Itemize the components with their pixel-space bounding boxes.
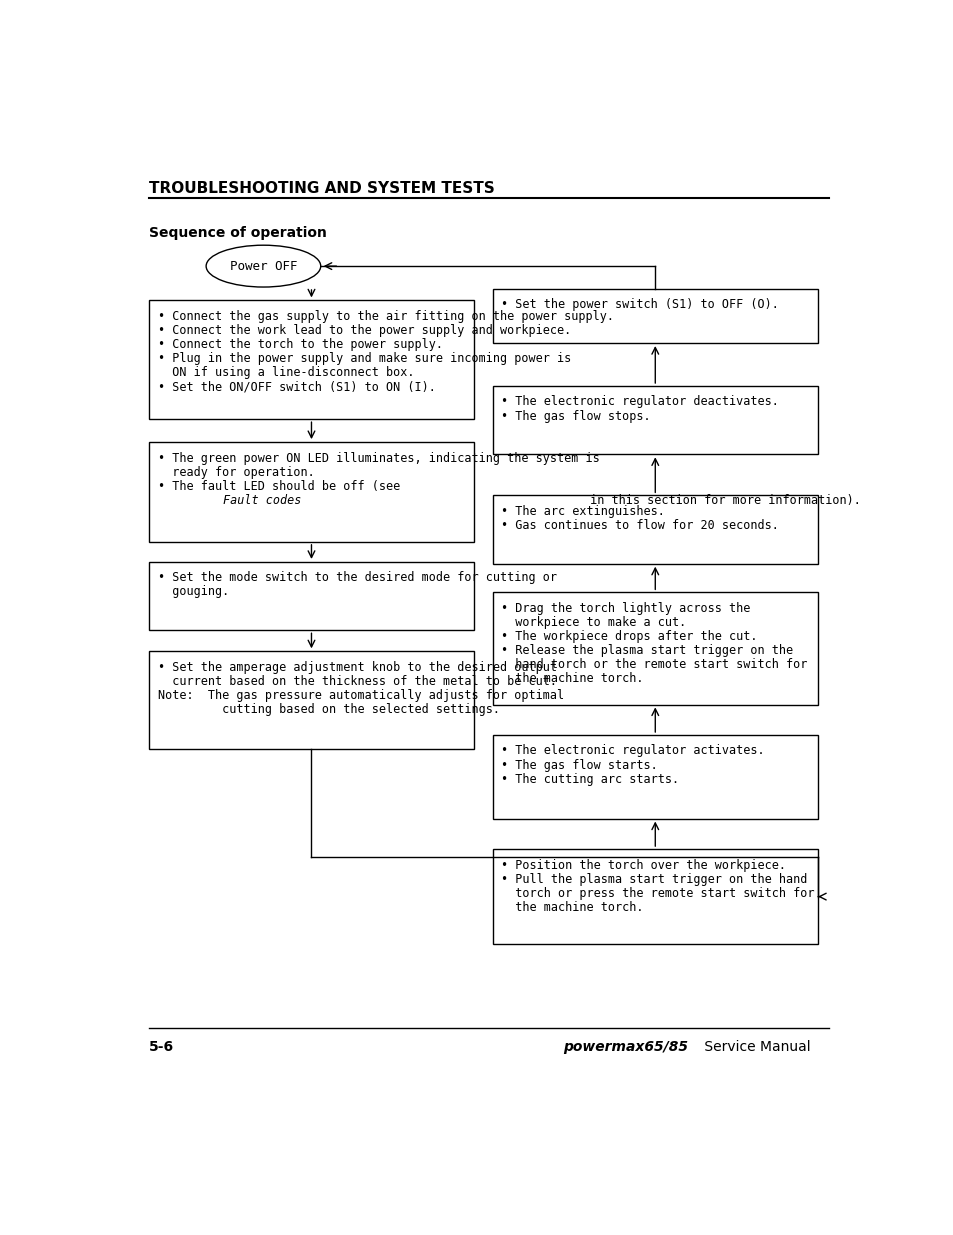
Text: Service Manual: Service Manual <box>699 1040 809 1055</box>
Text: cutting based on the selected settings.: cutting based on the selected settings. <box>157 703 499 716</box>
FancyBboxPatch shape <box>149 651 474 750</box>
FancyBboxPatch shape <box>492 289 817 343</box>
Text: • Position the torch over the workpiece.: • Position the torch over the workpiece. <box>501 858 785 872</box>
FancyBboxPatch shape <box>492 735 817 819</box>
Text: torch or press the remote start switch for: torch or press the remote start switch f… <box>501 887 814 900</box>
Text: • Connect the work lead to the power supply and workpiece.: • Connect the work lead to the power sup… <box>157 324 570 337</box>
FancyBboxPatch shape <box>492 385 817 454</box>
Text: • The gas flow stops.: • The gas flow stops. <box>501 410 651 422</box>
Text: gouging.: gouging. <box>157 585 229 599</box>
Text: • Gas continues to flow for 20 seconds.: • Gas continues to flow for 20 seconds. <box>501 519 779 532</box>
Text: hand torch or the remote start switch for: hand torch or the remote start switch fo… <box>501 658 807 671</box>
Text: • The cutting arc starts.: • The cutting arc starts. <box>501 773 679 785</box>
Text: • Set the amperage adjustment knob to the desired output: • Set the amperage adjustment knob to th… <box>157 661 557 674</box>
Text: • The green power ON LED illuminates, indicating the system is: • The green power ON LED illuminates, in… <box>157 452 598 464</box>
Ellipse shape <box>206 246 320 287</box>
Text: • Set the power switch (S1) to OFF (O).: • Set the power switch (S1) to OFF (O). <box>501 299 779 311</box>
FancyBboxPatch shape <box>492 593 817 704</box>
Text: 5-6: 5-6 <box>149 1040 173 1055</box>
Text: • The electronic regulator deactivates.: • The electronic regulator deactivates. <box>501 395 779 409</box>
FancyBboxPatch shape <box>149 442 474 542</box>
Text: • Set the ON/OFF switch (S1) to ON (I).: • Set the ON/OFF switch (S1) to ON (I). <box>157 380 436 393</box>
Text: • Set the mode switch to the desired mode for cutting or: • Set the mode switch to the desired mod… <box>157 572 557 584</box>
Text: • Pull the plasma start trigger on the hand: • Pull the plasma start trigger on the h… <box>501 873 807 885</box>
Text: • Connect the torch to the power supply.: • Connect the torch to the power supply. <box>157 338 442 351</box>
Text: Note:  The gas pressure automatically adjusts for optimal: Note: The gas pressure automatically adj… <box>157 689 563 701</box>
Text: • Connect the gas supply to the air fitting on the power supply.: • Connect the gas supply to the air fitt… <box>157 310 613 322</box>
Text: • The workpiece drops after the cut.: • The workpiece drops after the cut. <box>501 630 758 643</box>
Text: current based on the thickness of the metal to be cut.: current based on the thickness of the me… <box>157 674 557 688</box>
Text: the machine torch.: the machine torch. <box>501 900 643 914</box>
FancyBboxPatch shape <box>492 848 817 944</box>
Text: ON if using a line-disconnect box.: ON if using a line-disconnect box. <box>157 366 414 379</box>
Text: in this section for more information).: in this section for more information). <box>582 494 860 506</box>
Text: Fault codes: Fault codes <box>223 494 301 506</box>
Text: the machine torch.: the machine torch. <box>501 672 643 685</box>
Text: • Release the plasma start trigger on the: • Release the plasma start trigger on th… <box>501 643 793 657</box>
Text: workpiece to make a cut.: workpiece to make a cut. <box>501 616 686 629</box>
Text: Sequence of operation: Sequence of operation <box>149 226 326 240</box>
FancyBboxPatch shape <box>149 300 474 419</box>
Text: • Drag the torch lightly across the: • Drag the torch lightly across the <box>501 601 750 615</box>
Text: • Plug in the power supply and make sure incoming power is: • Plug in the power supply and make sure… <box>157 352 570 366</box>
FancyBboxPatch shape <box>492 495 817 563</box>
FancyBboxPatch shape <box>149 562 474 630</box>
Text: • The arc extinguishes.: • The arc extinguishes. <box>501 505 664 517</box>
Text: • The electronic regulator activates.: • The electronic regulator activates. <box>501 745 764 757</box>
Text: Power OFF: Power OFF <box>230 259 297 273</box>
Text: powermax65/85: powermax65/85 <box>562 1040 687 1055</box>
Text: • The fault LED should be off (see: • The fault LED should be off (see <box>157 479 407 493</box>
Text: • The gas flow starts.: • The gas flow starts. <box>501 758 658 772</box>
Text: TROUBLESHOOTING AND SYSTEM TESTS: TROUBLESHOOTING AND SYSTEM TESTS <box>149 182 494 196</box>
Text: ready for operation.: ready for operation. <box>157 466 314 479</box>
